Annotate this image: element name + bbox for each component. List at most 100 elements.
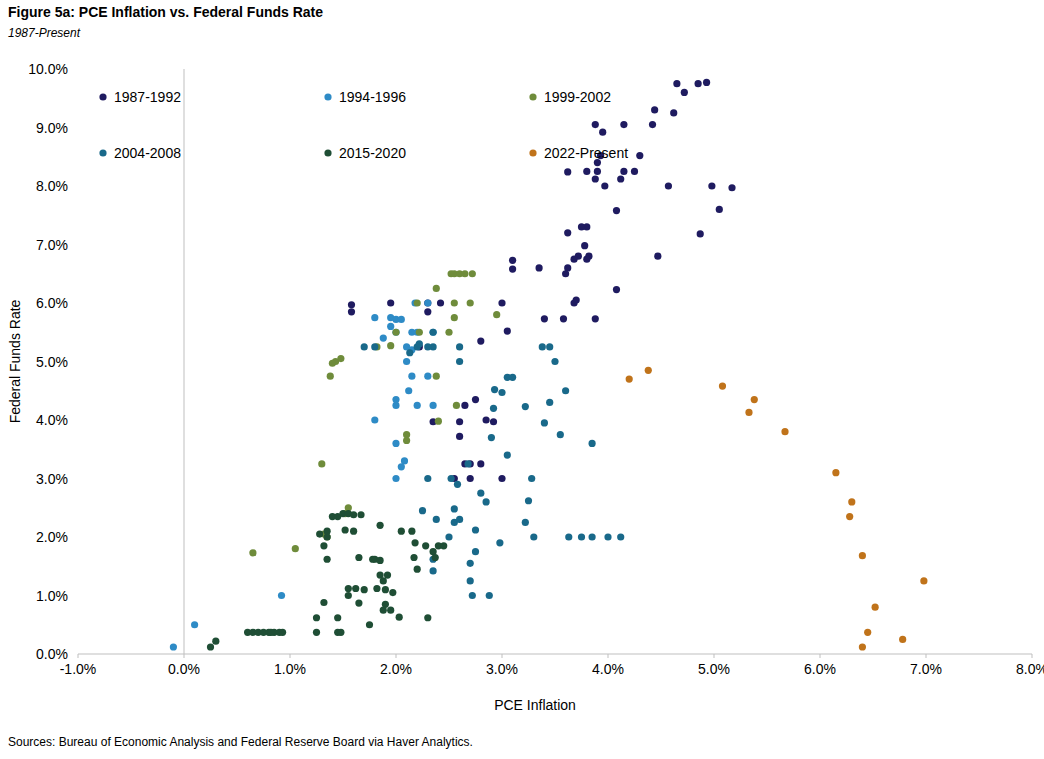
point bbox=[410, 554, 417, 561]
point bbox=[539, 343, 546, 350]
point bbox=[620, 168, 627, 175]
point bbox=[570, 256, 577, 263]
point bbox=[620, 121, 627, 128]
y-tick bbox=[74, 186, 78, 187]
point bbox=[472, 396, 479, 403]
x-tick bbox=[290, 654, 291, 658]
point bbox=[451, 299, 458, 306]
point bbox=[433, 373, 440, 380]
x-tick bbox=[926, 654, 927, 658]
y-tick-label: 9.0% bbox=[36, 120, 68, 136]
x-tick bbox=[78, 654, 79, 658]
y-tick-label: 8.0% bbox=[36, 178, 68, 194]
point bbox=[583, 168, 590, 175]
point bbox=[448, 475, 455, 482]
y-tick bbox=[74, 537, 78, 538]
point bbox=[456, 358, 463, 365]
point bbox=[424, 373, 431, 380]
x-tick-label: 4.0% bbox=[592, 661, 624, 677]
point bbox=[498, 475, 505, 482]
point bbox=[665, 182, 672, 189]
point bbox=[589, 533, 596, 540]
point bbox=[437, 299, 444, 306]
point bbox=[454, 481, 461, 488]
x-tick-label: 3.0% bbox=[486, 661, 518, 677]
point bbox=[560, 315, 567, 322]
point bbox=[337, 355, 344, 362]
point bbox=[422, 542, 429, 549]
point bbox=[398, 463, 405, 470]
point bbox=[469, 270, 476, 277]
point bbox=[371, 343, 378, 350]
point bbox=[380, 577, 387, 584]
x-tick-label: 0.0% bbox=[168, 661, 200, 677]
legend-marker bbox=[529, 149, 536, 156]
point bbox=[631, 168, 638, 175]
point bbox=[859, 552, 866, 559]
point bbox=[355, 600, 362, 607]
point bbox=[355, 554, 362, 561]
point bbox=[651, 106, 658, 113]
point bbox=[445, 329, 452, 336]
point bbox=[424, 614, 431, 621]
point bbox=[361, 586, 368, 593]
x-tick bbox=[714, 654, 715, 658]
point bbox=[472, 526, 479, 533]
point bbox=[324, 556, 331, 563]
point bbox=[392, 440, 399, 447]
zero-line bbox=[184, 69, 185, 654]
point bbox=[546, 399, 553, 406]
point bbox=[279, 629, 286, 636]
point bbox=[424, 475, 431, 482]
point bbox=[403, 358, 410, 365]
legend-label: 2004-2008 bbox=[114, 145, 181, 161]
point bbox=[562, 270, 569, 277]
point bbox=[405, 387, 412, 394]
point bbox=[613, 286, 620, 293]
point bbox=[387, 342, 394, 349]
point bbox=[551, 358, 558, 365]
legend-marker bbox=[529, 93, 536, 100]
series bbox=[249, 270, 500, 556]
point bbox=[456, 418, 463, 425]
point bbox=[578, 223, 585, 230]
point bbox=[433, 285, 440, 292]
point bbox=[751, 396, 758, 403]
point bbox=[565, 533, 572, 540]
point bbox=[592, 121, 599, 128]
point bbox=[562, 387, 569, 394]
point bbox=[483, 498, 490, 505]
point bbox=[451, 314, 458, 321]
point bbox=[396, 614, 403, 621]
point bbox=[387, 607, 394, 614]
legend-marker bbox=[324, 149, 331, 156]
y-tick bbox=[74, 361, 78, 362]
point bbox=[522, 403, 529, 410]
point bbox=[681, 89, 688, 96]
y-tick bbox=[74, 478, 78, 479]
point bbox=[498, 299, 505, 306]
point bbox=[472, 548, 479, 555]
x-tick-label: 1.0% bbox=[274, 661, 306, 677]
point bbox=[601, 182, 608, 189]
point bbox=[546, 343, 553, 350]
point bbox=[352, 585, 359, 592]
point bbox=[636, 152, 643, 159]
point bbox=[832, 469, 839, 476]
subtitle: 1987-Present bbox=[8, 26, 81, 40]
point bbox=[414, 402, 421, 409]
x-tick bbox=[608, 654, 609, 658]
point bbox=[649, 121, 656, 128]
point bbox=[745, 409, 752, 416]
y-tick bbox=[74, 595, 78, 596]
point bbox=[430, 329, 437, 336]
point bbox=[846, 513, 853, 520]
point bbox=[477, 490, 484, 497]
point bbox=[430, 567, 437, 574]
point bbox=[320, 599, 327, 606]
point bbox=[348, 308, 355, 315]
point bbox=[350, 511, 357, 518]
x-tick bbox=[184, 654, 185, 658]
point bbox=[377, 557, 384, 564]
legend-label: 1987-1992 bbox=[114, 89, 181, 105]
